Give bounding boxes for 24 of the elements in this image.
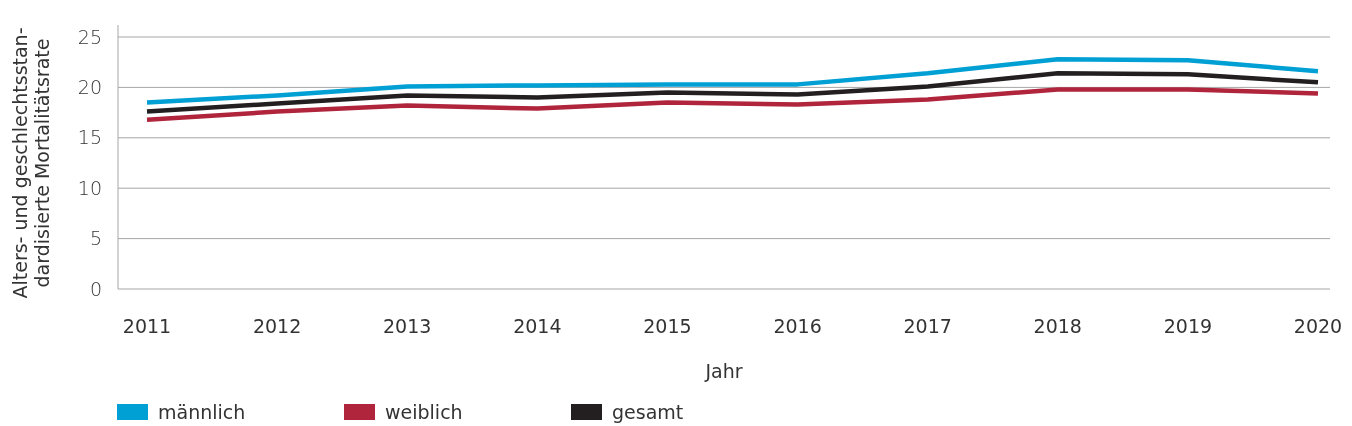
x-tick-label: 2020 (1293, 315, 1343, 337)
x-tick-label: 2014 (513, 315, 562, 337)
y-tick-label: 5 (89, 227, 102, 250)
legend-label: gesamt (612, 400, 684, 423)
line-series (144, 56, 1321, 105)
y-axis-title: Alters- und geschlechtsstan- dardisierte Mortalitätsrate (9, 27, 53, 299)
x-tick-label: 2017 (903, 315, 952, 337)
x-tick-label: 2012 (252, 315, 302, 337)
y-tick-label: 15 (77, 126, 102, 149)
x-tick-label: 2019 (1163, 315, 1213, 337)
x-tick-label: 2011 (122, 315, 172, 337)
x-tick-label: 2016 (773, 315, 822, 337)
x-tick-label: 2013 (383, 315, 432, 337)
y-tick-label: 10 (77, 176, 102, 199)
y-tick-label: 20 (77, 76, 102, 99)
x-tick-label: 2018 (1033, 315, 1082, 337)
x-tick-label: 2015 (643, 315, 692, 337)
legend-label: männlich (158, 400, 246, 423)
line-series (144, 87, 1321, 122)
line-series (144, 71, 1321, 114)
x-axis-title: Jahr (704, 360, 743, 382)
y-tick-label: 25 (77, 25, 102, 48)
y-tick-label: 0 (89, 277, 102, 300)
legend-label: weiblich (385, 400, 463, 423)
